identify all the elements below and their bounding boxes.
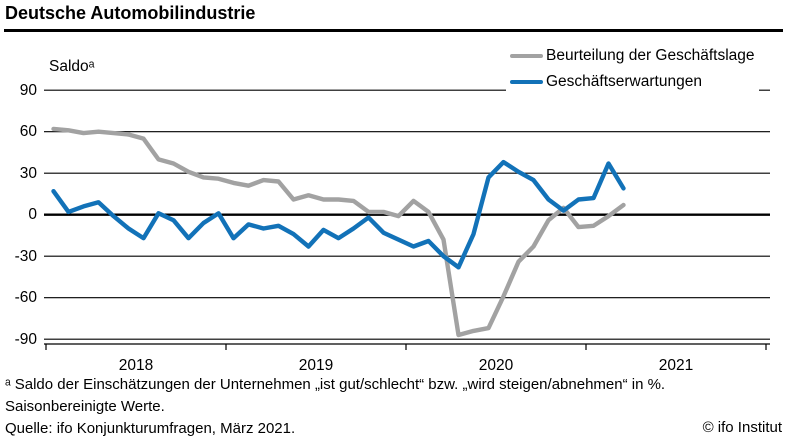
copyright-note: © ifo Institut xyxy=(702,419,782,436)
y-tick-label--90: -90 xyxy=(14,330,37,348)
y-tick-label-0: 0 xyxy=(28,206,37,224)
legend-label-erwartungen: Geschäftserwartungen xyxy=(546,73,702,90)
series-lage-line xyxy=(51,126,626,338)
x-tick-label-2020: 2020 xyxy=(478,357,514,374)
footnotes: ᵃ Saldo der Einschätzungen der Unternehm… xyxy=(5,374,665,440)
footnote-definition: ᵃ Saldo der Einschätzungen der Unternehm… xyxy=(5,376,666,393)
x-tick-label-2019: 2019 xyxy=(298,357,334,374)
x-tick-label-2021: 2021 xyxy=(658,357,694,374)
y-tick-label--60: -60 xyxy=(14,289,37,307)
legend-swatch-erwartungen-line-icon xyxy=(510,79,543,85)
legend-swatch-lage-line-icon xyxy=(510,53,543,59)
footnote-source: Quelle: ifo Konjunkturumfragen, März 202… xyxy=(5,420,296,437)
series-erwartungen-line xyxy=(51,159,626,270)
page-title: Deutsche Automobilindustrie xyxy=(5,3,256,23)
legend: Beurteilung der Geschäftslage Geschäftse… xyxy=(506,41,759,99)
legend-item-erwartungen: Geschäftserwartungen xyxy=(510,69,755,95)
legend-item-lage: Beurteilung der Geschäftslage xyxy=(510,43,755,69)
y-axis-unit-label: Saldoᵃ xyxy=(49,58,95,75)
legend-label-lage: Beurteilung der Geschäftslage xyxy=(546,47,755,64)
y-tick-label--30: -30 xyxy=(14,247,37,265)
x-tick-label-2018: 2018 xyxy=(118,357,154,374)
y-tick-label-60: 60 xyxy=(19,123,37,141)
footnote-seasonal: Saisonbereinigte Werte. xyxy=(5,398,165,415)
title-divider xyxy=(4,29,783,32)
y-tick-label-30: 30 xyxy=(19,164,37,182)
y-tick-label-90: 90 xyxy=(19,81,37,99)
